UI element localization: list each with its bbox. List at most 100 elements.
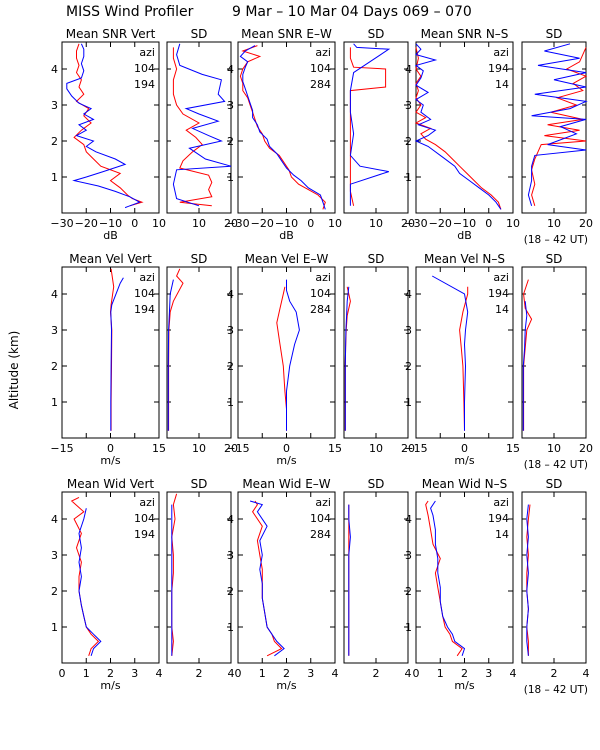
sd-plot-title: SD: [368, 27, 385, 41]
y-tick-label: 2: [51, 360, 58, 373]
legend-header: azi: [493, 46, 509, 59]
y-tick-label: 3: [227, 324, 234, 337]
legend-series2: 284: [310, 528, 331, 541]
legend-header: azi: [493, 271, 509, 284]
utc-range-label: (18 – 42 UT): [524, 234, 588, 246]
sd-series1-line: [171, 493, 178, 656]
sd-series2-line: [349, 43, 391, 206]
sd-plot-title: SD: [191, 477, 208, 491]
x-axis-unit: m/s: [100, 454, 120, 467]
y-tick-label: 4: [405, 288, 412, 301]
mean-plot-title: Mean Wid E–W: [242, 477, 330, 491]
legend-header: azi: [139, 496, 155, 509]
x-axis-unit: dB: [279, 229, 294, 242]
sd-series1-line: [172, 47, 213, 207]
sd-series2-line: [172, 43, 232, 207]
mean-plot-title: Mean Wid N–S: [422, 477, 507, 491]
y-tick-label: 3: [227, 549, 234, 562]
mean-series2-line: [286, 279, 300, 431]
x-tick-label: 2: [461, 667, 468, 680]
mean-plot-title: Mean SNR N–S: [421, 27, 509, 41]
utc-range-label: (18 – 42 UT): [524, 459, 588, 471]
legend-series1: 194: [488, 62, 509, 75]
x-tick-label: 3: [485, 667, 492, 680]
legend-series1: 194: [488, 287, 509, 300]
x-tick-label: 15: [506, 442, 520, 455]
y-tick-label: 4: [405, 513, 412, 526]
legend-header: azi: [315, 496, 331, 509]
mean-series1-line: [239, 45, 326, 210]
sd-plot-title: SD: [191, 252, 208, 266]
x-tick-label: −10: [453, 217, 476, 230]
y-tick-label: 2: [405, 135, 412, 148]
y-tick-label: 3: [51, 324, 58, 337]
y-axis-label: Altitude (km): [7, 331, 21, 410]
sd-plot-frame: [521, 491, 587, 664]
x-tick-label: −20: [251, 217, 274, 230]
x-tick-label: 4: [332, 667, 339, 680]
sd-series1-line: [344, 286, 351, 431]
panel-vel-1: Mean Vel Vert 1 2 3 4 −15 0 15 m/s azi 104 194 SD 10 2…: [50, 252, 238, 467]
mean-series1-line: [70, 496, 100, 656]
sd-plot-frame: [343, 491, 409, 664]
x-tick-label: 4: [228, 667, 235, 680]
y-tick-label: 3: [51, 99, 58, 112]
x-tick-label: 2: [107, 667, 114, 680]
y-tick-label: 4: [51, 63, 58, 76]
x-tick-label: −30: [404, 217, 427, 230]
x-tick-label: 4: [156, 667, 163, 680]
x-tick-label: 0: [307, 217, 314, 230]
x-tick-label: −20: [429, 217, 452, 230]
x-axis-unit: m/s: [454, 679, 474, 692]
x-tick-label: 2: [551, 667, 558, 680]
legend-series2: 194: [134, 303, 155, 316]
legend-series2: 14: [495, 303, 509, 316]
x-tick-label: 20: [224, 217, 238, 230]
mean-series2-line: [239, 45, 326, 210]
mean-plot-title: Mean SNR Vert: [66, 27, 156, 41]
utc-range-label: (18 – 42 UT): [524, 684, 588, 696]
legend-series2: 284: [310, 303, 331, 316]
legend-series1: 104: [310, 512, 331, 525]
x-tick-label: 4: [405, 667, 412, 680]
x-tick-label: 0: [59, 667, 66, 680]
figure-title: MISS Wind Profiler: [66, 4, 194, 20]
x-tick-label: 1: [437, 667, 444, 680]
y-tick-label: 1: [227, 396, 234, 409]
panel-vel-2: Mean Vel E–W 1 2 3 4 −15 0 15 m/s azi 104 284 SD 10 20: [226, 252, 415, 467]
y-tick-label: 2: [405, 585, 412, 598]
mean-series2-line: [414, 43, 502, 210]
x-axis-unit: m/s: [276, 454, 296, 467]
mean-plot-title: Mean Wid Vert: [67, 477, 154, 491]
y-tick-label: 1: [51, 621, 58, 634]
sd-plot-frame: [521, 266, 587, 439]
x-axis-unit: dB: [457, 229, 472, 242]
mean-plot-title: Mean Vel E–W: [245, 252, 329, 266]
y-tick-label: 4: [51, 513, 58, 526]
x-tick-label: 10: [152, 217, 166, 230]
sd-plot-title: SD: [546, 27, 563, 41]
legend-series2: 284: [310, 78, 331, 91]
y-tick-label: 2: [227, 135, 234, 148]
mean-series2-line: [110, 277, 124, 431]
y-tick-label: 1: [51, 171, 58, 184]
legend-header: azi: [315, 271, 331, 284]
y-tick-label: 1: [405, 396, 412, 409]
sd-series2-line: [167, 279, 174, 431]
x-tick-label: 2: [283, 667, 290, 680]
x-tick-label: 1: [83, 667, 90, 680]
x-tick-label: −10: [99, 217, 122, 230]
legend-header: azi: [493, 496, 509, 509]
sd-plot-title: SD: [368, 252, 385, 266]
legend-series2: 14: [495, 78, 509, 91]
mean-series1-line: [459, 286, 469, 431]
sd-series2-line: [527, 43, 588, 206]
sd-plot-title: SD: [546, 477, 563, 491]
legend-series1: 104: [134, 287, 155, 300]
y-tick-label: 2: [227, 585, 234, 598]
y-tick-label: 1: [227, 171, 234, 184]
